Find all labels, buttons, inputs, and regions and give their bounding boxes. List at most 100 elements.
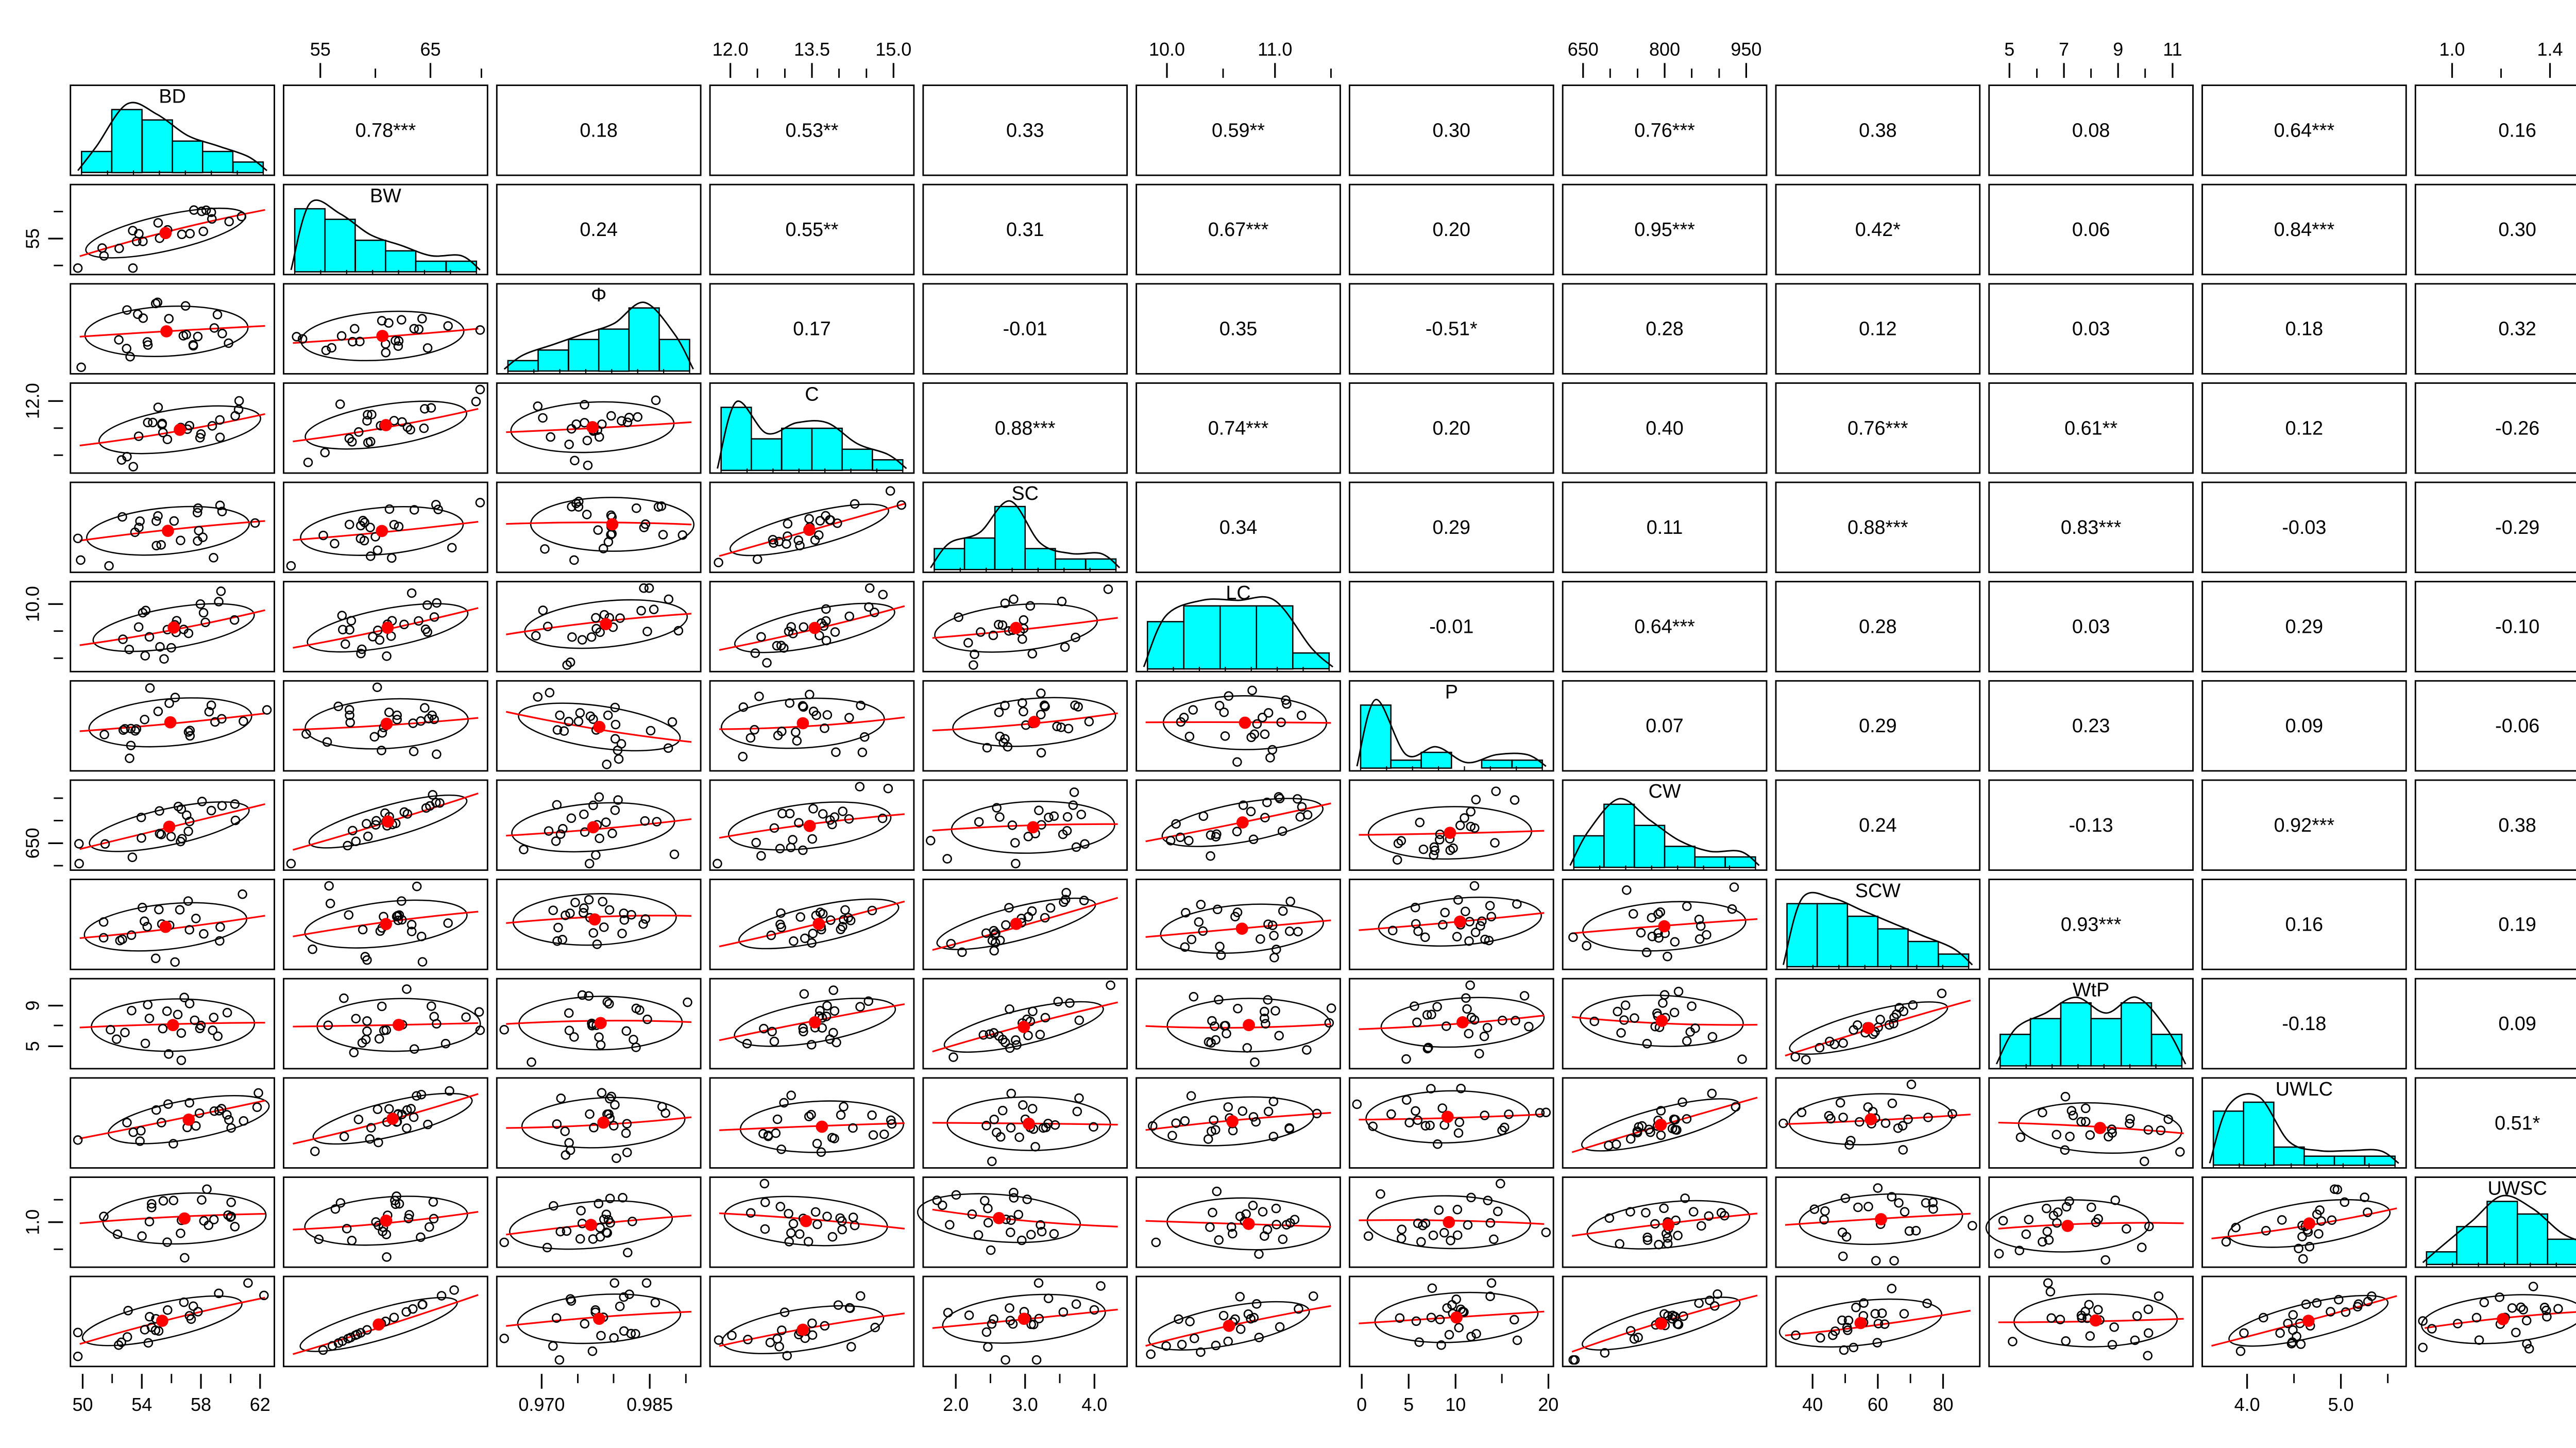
data-point — [838, 921, 848, 932]
data-point — [384, 504, 395, 514]
data-point — [224, 216, 234, 227]
correlation-value: 0.16 — [2285, 914, 2324, 935]
data-point — [1636, 928, 1646, 938]
data-point — [1694, 914, 1704, 924]
panel-corr-LC-WtP: 0.03 — [1988, 581, 2194, 672]
data-point — [314, 1234, 324, 1244]
data-point — [406, 920, 417, 930]
data-point — [192, 508, 202, 518]
data-point — [986, 1245, 996, 1255]
data-point — [2024, 1215, 2034, 1224]
histogram-bar — [2243, 1101, 2275, 1166]
data-point — [387, 553, 397, 563]
data-point — [856, 700, 866, 711]
correlation-value: 0.11 — [1647, 517, 1683, 538]
data-point — [250, 518, 260, 528]
data-point — [857, 747, 868, 757]
data-point — [1392, 855, 1402, 865]
data-point — [1058, 1307, 1069, 1317]
data-point — [2524, 1344, 2534, 1354]
loess-line — [719, 900, 905, 948]
data-point — [987, 1156, 997, 1167]
data-point — [369, 732, 380, 742]
data-point — [795, 541, 805, 551]
panel-scatter-Φ-vs-P — [496, 680, 702, 772]
data-point — [224, 338, 233, 348]
density-curve — [717, 400, 907, 469]
correlation-value: 0.20 — [1433, 417, 1471, 439]
panel-scatter-LC-vs-UWLC — [1136, 1077, 1341, 1169]
data-point — [544, 826, 554, 836]
data-point — [1226, 1222, 1236, 1232]
data-point — [1414, 1337, 1424, 1347]
loess-line — [2425, 1311, 2576, 1329]
data-point — [806, 1109, 816, 1120]
data-point — [967, 1209, 977, 1219]
data-point — [173, 1009, 183, 1020]
data-point — [1889, 1019, 1899, 1029]
correlation-value: 0.38 — [2498, 815, 2536, 836]
data-point — [602, 760, 612, 769]
data-point — [2015, 1132, 2026, 1142]
data-point — [1632, 1126, 1642, 1136]
data-point — [1849, 1342, 1858, 1353]
correlation-value: 0.95*** — [1634, 219, 1695, 241]
panel-corr-SC-P: 0.29 — [1348, 481, 1554, 574]
correlation-value: 0.19 — [2498, 914, 2536, 935]
data-point — [795, 912, 805, 922]
data-point — [1656, 1106, 1666, 1116]
correlation-value: -0.06 — [2495, 715, 2539, 737]
data-point — [750, 725, 759, 735]
data-point — [362, 416, 372, 426]
mean-dot — [606, 518, 619, 531]
data-point — [942, 854, 952, 864]
correlation-value: 0.38 — [1859, 120, 1897, 141]
data-point — [1215, 941, 1225, 952]
data-point — [345, 717, 355, 728]
tick-label: 40 — [1802, 1394, 1823, 1415]
data-point — [1308, 1291, 1318, 1301]
data-point — [1705, 1295, 1715, 1305]
data-point — [99, 1211, 109, 1221]
data-point — [1998, 1216, 2008, 1226]
data-point — [1899, 1309, 1909, 1319]
data-point — [193, 1307, 203, 1317]
loess-line — [1145, 1220, 1331, 1228]
data-point — [2080, 1117, 2091, 1127]
data-point — [1625, 1207, 1635, 1217]
mean-dot — [2497, 1313, 2509, 1325]
data-point — [1260, 729, 1270, 739]
panel-corr-BD-BW: 0.78*** — [283, 85, 488, 176]
confidence-ellipse — [1581, 1297, 1741, 1351]
data-point — [798, 845, 808, 855]
data-point — [1879, 1319, 1890, 1329]
data-point — [2064, 1196, 2074, 1206]
data-point — [1420, 932, 1430, 942]
mean-dot — [594, 1017, 607, 1030]
data-point — [1923, 1113, 1933, 1122]
correlation-value: 0.88*** — [995, 417, 1056, 439]
data-point — [980, 1196, 990, 1206]
data-point — [843, 913, 853, 923]
data-point — [588, 928, 599, 938]
axis-left-row2: 55 — [22, 211, 63, 266]
panel-scatter-Φ-vs-C — [496, 382, 702, 474]
data-point — [1837, 1315, 1847, 1325]
panel-scatter-CW-vs-UWLC — [1562, 1077, 1768, 1169]
data-point — [1396, 1234, 1406, 1243]
data-point — [775, 1202, 786, 1211]
data-point — [1713, 1289, 1722, 1299]
data-point — [1084, 717, 1094, 727]
histogram-bar — [2333, 1155, 2365, 1166]
data-point — [653, 502, 664, 512]
data-point — [752, 554, 762, 564]
data-point — [432, 749, 442, 759]
data-point — [1198, 926, 1208, 936]
data-point — [1673, 1231, 1683, 1240]
data-point — [155, 829, 165, 838]
data-point — [1278, 1234, 1288, 1244]
tick-label: 7 — [2059, 39, 2069, 60]
data-point — [1207, 1126, 1216, 1136]
data-point — [402, 422, 413, 432]
data-point — [135, 516, 145, 526]
